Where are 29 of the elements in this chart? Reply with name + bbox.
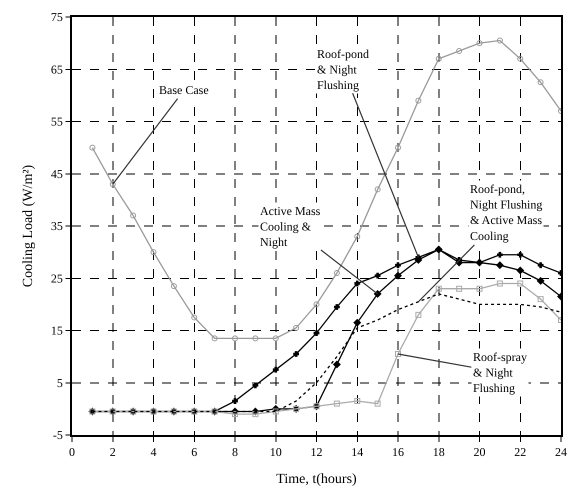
text: Roof-pond & Night Flushing: [317, 47, 369, 92]
y-tick-label: 55: [50, 114, 63, 129]
x-tick-label: 4: [150, 445, 156, 460]
y-axis-title: Cooling Load (W/m²): [20, 164, 36, 288]
text: Roof-pond, Night Flushing & Active Mass Cooling: [470, 182, 542, 243]
x-tick-label: 10: [270, 445, 282, 460]
x-tick-label: 6: [191, 445, 198, 460]
text: Base Case: [159, 83, 209, 97]
y-tick-label: 75: [50, 10, 63, 24]
y-tick-label: 5: [56, 376, 63, 390]
text: Roof-spray & Night Flushing: [473, 350, 527, 396]
x-tick-label: 12: [310, 445, 322, 460]
x-tick-label: 14: [351, 445, 364, 460]
x-axis-title: Time, t(hours): [276, 472, 358, 487]
x-tick-label: 2: [110, 445, 116, 460]
text: Active Mass Cooling & Night: [260, 204, 321, 250]
x-tick-label: 24: [555, 445, 567, 460]
y-tick-label: 35: [50, 219, 63, 234]
y-tick-label: 45: [50, 166, 63, 181]
x-tick-label: 20: [474, 445, 486, 460]
x-tick-label: 0: [69, 445, 75, 460]
y-tick-label: 25: [50, 271, 63, 286]
x-tick-label: 16: [392, 445, 404, 460]
y-tick-label: -5: [52, 428, 63, 442]
x-tick-label: 22: [514, 445, 526, 460]
x-tick-label: 8: [232, 445, 238, 460]
x-tick-label: 18: [432, 445, 445, 460]
y-tick-label: 15: [50, 324, 63, 338]
y-tick-label: 65: [50, 62, 63, 76]
